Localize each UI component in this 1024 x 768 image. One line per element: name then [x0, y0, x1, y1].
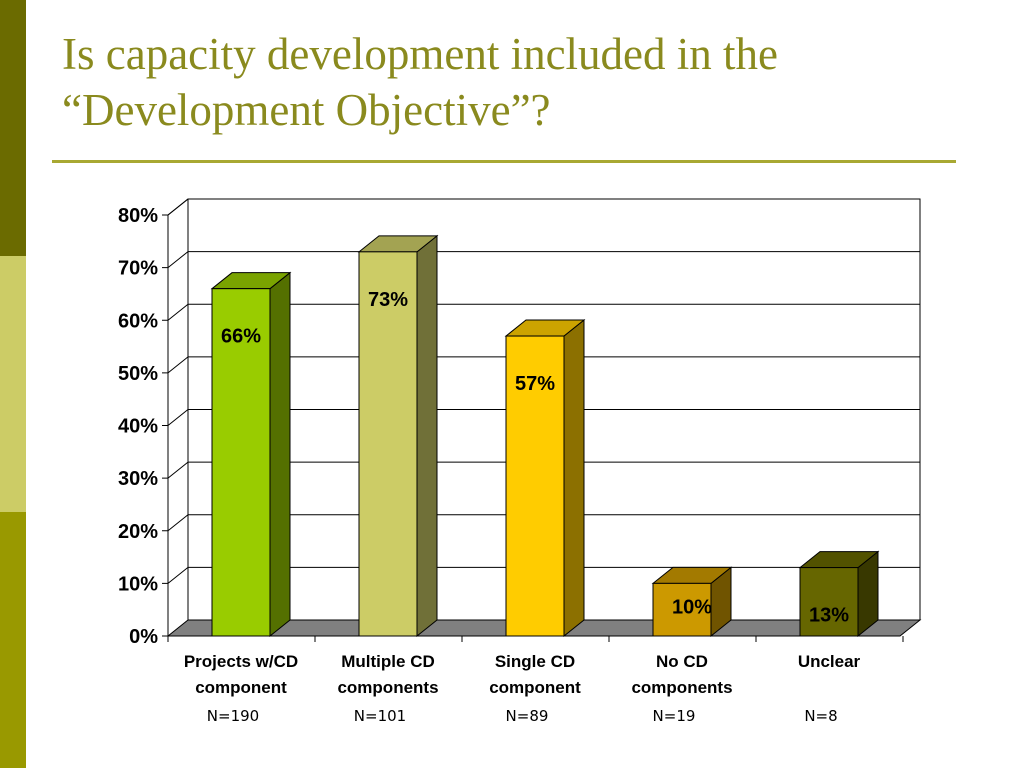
- y-tick-label: 80%: [118, 205, 158, 227]
- page-title-line-1: Is capacity development included in the: [62, 29, 779, 79]
- gridline-side: [167, 409, 189, 426]
- gridline-side: [167, 198, 189, 216]
- y-tick-label: 20%: [118, 521, 158, 543]
- sample-size-label: N=19: [652, 707, 696, 725]
- x-tick-label: Projects w/CD: [184, 652, 298, 671]
- sample-size-label: N=89: [505, 707, 549, 725]
- x-tick-label: component: [489, 678, 581, 697]
- side-band-segment: [0, 256, 26, 512]
- y-tick-label: 60%: [118, 310, 158, 332]
- bar-side: [269, 271, 291, 638]
- y-tick-label: 40%: [118, 416, 158, 438]
- page-title-line-2: “Development Objective”?: [62, 85, 551, 135]
- sample-size-label: N=190: [206, 707, 260, 725]
- title-divider: [52, 160, 956, 163]
- gridline-side: [167, 356, 189, 374]
- x-tick-label: No CD: [656, 652, 708, 671]
- x-tick-label: components: [337, 678, 438, 697]
- bar: [211, 288, 271, 637]
- side-band-segment: [0, 0, 26, 256]
- data-label: 73%: [368, 289, 408, 311]
- sample-size-label: N=8: [804, 707, 838, 725]
- bar: [505, 335, 565, 637]
- gridline-side: [167, 566, 189, 584]
- y-tick-label: 50%: [118, 363, 158, 385]
- y-tick-label: 70%: [118, 258, 158, 280]
- x-tick-label: Unclear: [798, 652, 861, 671]
- data-label: 66%: [221, 326, 261, 348]
- side-accent-band: [0, 0, 26, 768]
- data-label: 10%: [672, 596, 712, 618]
- gridline-side: [167, 251, 189, 269]
- y-tick-label: 30%: [118, 468, 158, 490]
- side-band-segment: [0, 512, 26, 768]
- gridline-side: [167, 303, 189, 321]
- bar: [358, 251, 418, 637]
- bar-side: [416, 234, 438, 638]
- bar: [652, 582, 712, 637]
- gridline-side: [167, 461, 189, 479]
- bar: [799, 567, 859, 637]
- bar-side: [563, 318, 585, 638]
- x-tick-label: component: [195, 678, 287, 697]
- x-tick-label: Multiple CD: [341, 652, 435, 671]
- y-tick-label: 0%: [129, 626, 158, 648]
- x-tick-label: Single CD: [495, 652, 575, 671]
- x-tick-label: components: [631, 678, 732, 697]
- page-title: Is capacity development included in the …: [62, 26, 982, 138]
- data-label: 13%: [809, 605, 849, 627]
- data-label: 57%: [515, 373, 555, 395]
- gridline-side: [167, 514, 189, 532]
- y-tick-label: 10%: [118, 573, 158, 595]
- sample-size-label: N=101: [353, 707, 407, 725]
